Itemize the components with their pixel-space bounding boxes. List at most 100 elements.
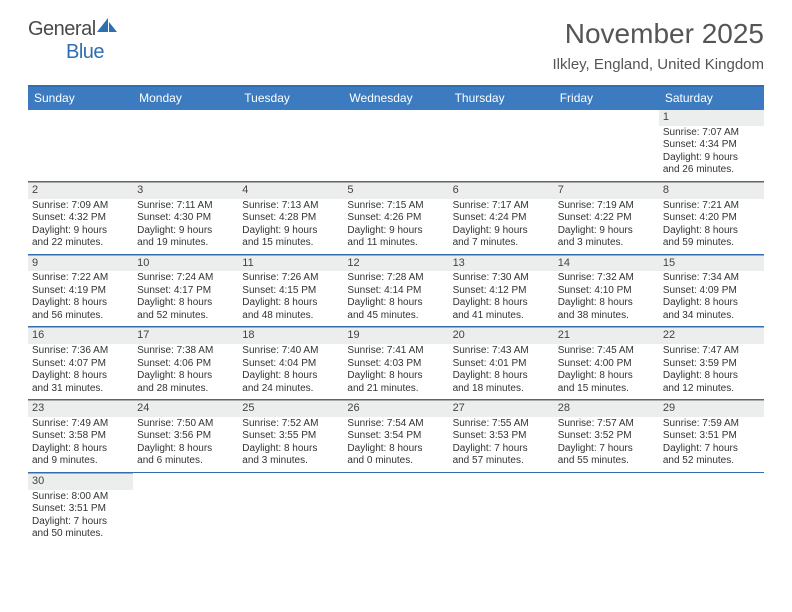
logo-sail-icon bbox=[97, 18, 119, 39]
day-num-row: 10 bbox=[133, 256, 238, 272]
day-dl2: and 41 minutes. bbox=[453, 310, 550, 323]
day-num-row: 4 bbox=[238, 183, 343, 199]
logo: General Blue bbox=[28, 18, 119, 64]
day-dl2: and 11 minutes. bbox=[347, 237, 444, 250]
day-sunset: Sunset: 4:03 PM bbox=[347, 358, 444, 371]
day-sunset: Sunset: 4:00 PM bbox=[558, 358, 655, 371]
day-cell-empty bbox=[238, 110, 343, 181]
day-dl2: and 9 minutes. bbox=[32, 455, 129, 468]
day-dl2: and 0 minutes. bbox=[347, 455, 444, 468]
day-sunrise: Sunrise: 7:32 AM bbox=[558, 272, 655, 285]
day-sunset: Sunset: 3:55 PM bbox=[242, 430, 339, 443]
day-header-thursday: Thursday bbox=[449, 87, 554, 110]
day-sunrise: Sunrise: 7:49 AM bbox=[32, 418, 129, 431]
day-cell: 22Sunrise: 7:47 AMSunset: 3:59 PMDayligh… bbox=[659, 327, 764, 399]
day-dl2: and 50 minutes. bbox=[32, 528, 129, 541]
day-dl2: and 28 minutes. bbox=[137, 383, 234, 396]
day-sunrise: Sunrise: 7:22 AM bbox=[32, 272, 129, 285]
day-cell: 8Sunrise: 7:21 AMSunset: 4:20 PMDaylight… bbox=[659, 182, 764, 254]
day-dl1: Daylight: 8 hours bbox=[32, 443, 129, 456]
title-block: November 2025 Ilkley, England, United Ki… bbox=[552, 18, 764, 73]
day-sunset: Sunset: 3:52 PM bbox=[558, 430, 655, 443]
day-dl2: and 24 minutes. bbox=[242, 383, 339, 396]
day-sunrise: Sunrise: 7:52 AM bbox=[242, 418, 339, 431]
day-sunrise: Sunrise: 7:50 AM bbox=[137, 418, 234, 431]
day-sunrise: Sunrise: 7:43 AM bbox=[453, 345, 550, 358]
day-sunset: Sunset: 4:34 PM bbox=[663, 139, 760, 152]
day-cell: 9Sunrise: 7:22 AMSunset: 4:19 PMDaylight… bbox=[28, 255, 133, 327]
day-num-row: 17 bbox=[133, 328, 238, 344]
day-header-sunday: Sunday bbox=[28, 87, 133, 110]
day-num: 18 bbox=[242, 329, 254, 341]
day-dl1: Daylight: 9 hours bbox=[453, 225, 550, 238]
day-num: 24 bbox=[137, 402, 149, 414]
day-num-row: 3 bbox=[133, 183, 238, 199]
day-cell-empty bbox=[28, 110, 133, 181]
day-dl1: Daylight: 8 hours bbox=[137, 443, 234, 456]
day-num: 12 bbox=[347, 257, 359, 269]
day-cell: 16Sunrise: 7:36 AMSunset: 4:07 PMDayligh… bbox=[28, 327, 133, 399]
day-cell: 5Sunrise: 7:15 AMSunset: 4:26 PMDaylight… bbox=[343, 182, 448, 254]
day-sunrise: Sunrise: 7:17 AM bbox=[453, 200, 550, 213]
day-num-row: 11 bbox=[238, 256, 343, 272]
day-dl1: Daylight: 8 hours bbox=[347, 443, 444, 456]
day-dl2: and 55 minutes. bbox=[558, 455, 655, 468]
day-sunrise: Sunrise: 7:26 AM bbox=[242, 272, 339, 285]
day-num-row: 7 bbox=[554, 183, 659, 199]
day-dl2: and 18 minutes. bbox=[453, 383, 550, 396]
day-num-row: 19 bbox=[343, 328, 448, 344]
week-row: 1Sunrise: 7:07 AMSunset: 4:34 PMDaylight… bbox=[28, 110, 764, 182]
day-cell: 11Sunrise: 7:26 AMSunset: 4:15 PMDayligh… bbox=[238, 255, 343, 327]
day-dl1: Daylight: 7 hours bbox=[558, 443, 655, 456]
day-sunrise: Sunrise: 7:07 AM bbox=[663, 127, 760, 140]
day-dl1: Daylight: 8 hours bbox=[242, 443, 339, 456]
day-sunrise: Sunrise: 7:11 AM bbox=[137, 200, 234, 213]
day-num-row: 28 bbox=[554, 401, 659, 417]
week-row: 2Sunrise: 7:09 AMSunset: 4:32 PMDaylight… bbox=[28, 182, 764, 255]
day-dl1: Daylight: 8 hours bbox=[453, 370, 550, 383]
day-sunrise: Sunrise: 7:19 AM bbox=[558, 200, 655, 213]
day-cell: 20Sunrise: 7:43 AMSunset: 4:01 PMDayligh… bbox=[449, 327, 554, 399]
day-num-row: 27 bbox=[449, 401, 554, 417]
day-num: 11 bbox=[242, 257, 253, 269]
day-header-tuesday: Tuesday bbox=[238, 87, 343, 110]
day-sunset: Sunset: 4:19 PM bbox=[32, 285, 129, 298]
day-cell: 21Sunrise: 7:45 AMSunset: 4:00 PMDayligh… bbox=[554, 327, 659, 399]
day-sunset: Sunset: 4:09 PM bbox=[663, 285, 760, 298]
week-row: 9Sunrise: 7:22 AMSunset: 4:19 PMDaylight… bbox=[28, 255, 764, 328]
day-sunset: Sunset: 4:15 PM bbox=[242, 285, 339, 298]
day-cell: 7Sunrise: 7:19 AMSunset: 4:22 PMDaylight… bbox=[554, 182, 659, 254]
day-num: 22 bbox=[663, 329, 675, 341]
day-num: 28 bbox=[558, 402, 570, 414]
day-dl1: Daylight: 8 hours bbox=[453, 297, 550, 310]
day-dl1: Daylight: 7 hours bbox=[453, 443, 550, 456]
day-num: 17 bbox=[137, 329, 149, 341]
day-sunset: Sunset: 4:17 PM bbox=[137, 285, 234, 298]
day-sunrise: Sunrise: 7:36 AM bbox=[32, 345, 129, 358]
day-dl1: Daylight: 8 hours bbox=[558, 297, 655, 310]
day-num-row: 15 bbox=[659, 256, 764, 272]
day-num: 26 bbox=[347, 402, 359, 414]
day-sunrise: Sunrise: 7:47 AM bbox=[663, 345, 760, 358]
day-sunset: Sunset: 3:58 PM bbox=[32, 430, 129, 443]
day-dl1: Daylight: 9 hours bbox=[558, 225, 655, 238]
day-dl1: Daylight: 9 hours bbox=[242, 225, 339, 238]
day-sunrise: Sunrise: 7:34 AM bbox=[663, 272, 760, 285]
day-dl1: Daylight: 8 hours bbox=[558, 370, 655, 383]
day-num: 27 bbox=[453, 402, 465, 414]
day-num-row: 6 bbox=[449, 183, 554, 199]
day-sunset: Sunset: 4:01 PM bbox=[453, 358, 550, 371]
day-sunset: Sunset: 3:56 PM bbox=[137, 430, 234, 443]
day-cell: 4Sunrise: 7:13 AMSunset: 4:28 PMDaylight… bbox=[238, 182, 343, 254]
day-cell: 1Sunrise: 7:07 AMSunset: 4:34 PMDaylight… bbox=[659, 110, 764, 181]
day-num: 5 bbox=[347, 184, 353, 196]
day-cell: 26Sunrise: 7:54 AMSunset: 3:54 PMDayligh… bbox=[343, 400, 448, 472]
day-dl2: and 22 minutes. bbox=[32, 237, 129, 250]
day-dl2: and 15 minutes. bbox=[558, 383, 655, 396]
day-num-row: 8 bbox=[659, 183, 764, 199]
day-sunset: Sunset: 4:30 PM bbox=[137, 212, 234, 225]
day-sunrise: Sunrise: 7:41 AM bbox=[347, 345, 444, 358]
day-sunset: Sunset: 3:51 PM bbox=[32, 503, 129, 516]
day-cell-empty bbox=[238, 473, 343, 545]
day-sunset: Sunset: 3:53 PM bbox=[453, 430, 550, 443]
